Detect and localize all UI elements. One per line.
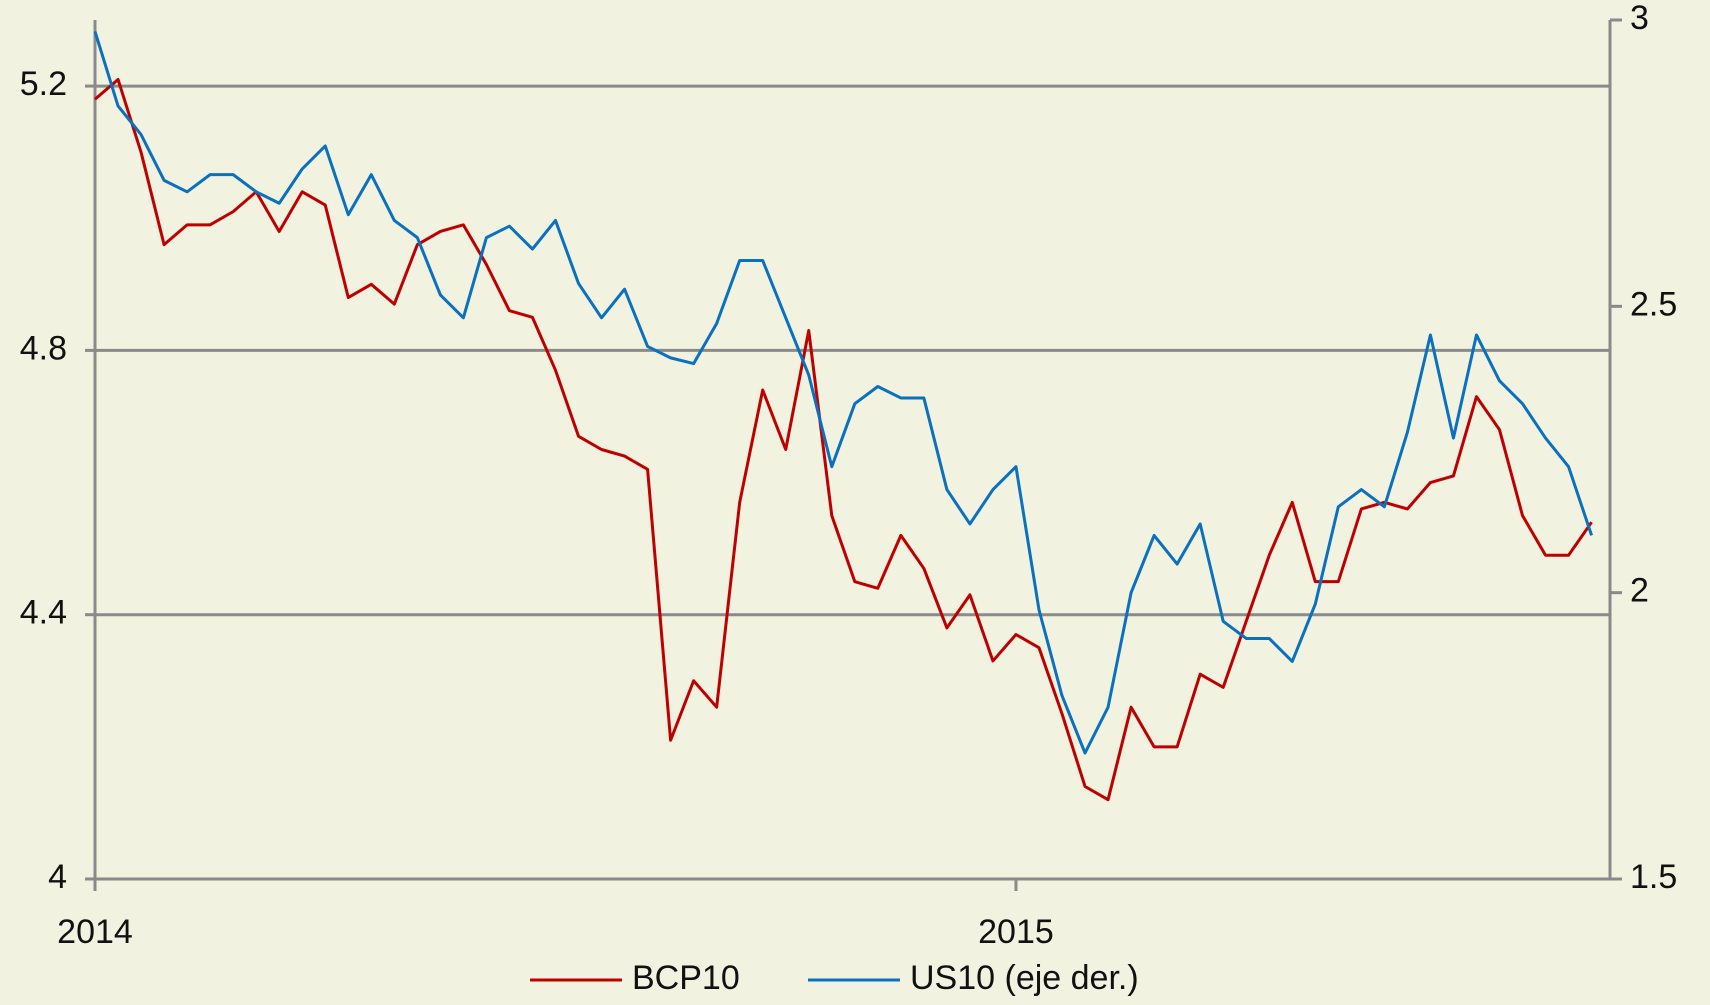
series-line — [93, 31, 1594, 755]
y2-tick-label: 1.5 — [1630, 858, 1677, 896]
legend-label: BCP10 — [632, 959, 740, 997]
y-tick-label: 4.4 — [20, 594, 67, 632]
y-tick-label: 5.2 — [20, 65, 67, 103]
x-tick-label: 2015 — [978, 913, 1054, 951]
series-line — [94, 77, 1593, 802]
y2-tick-label: 2.5 — [1630, 285, 1677, 323]
y-tick-label: 4 — [48, 858, 67, 896]
legend-label: US10 (eje der.) — [910, 959, 1139, 997]
x-tick-label: 2014 — [57, 913, 133, 951]
y-tick-label: 4.8 — [20, 329, 67, 367]
y2-tick-label: 3 — [1630, 0, 1649, 37]
y2-tick-label: 2 — [1630, 572, 1649, 610]
